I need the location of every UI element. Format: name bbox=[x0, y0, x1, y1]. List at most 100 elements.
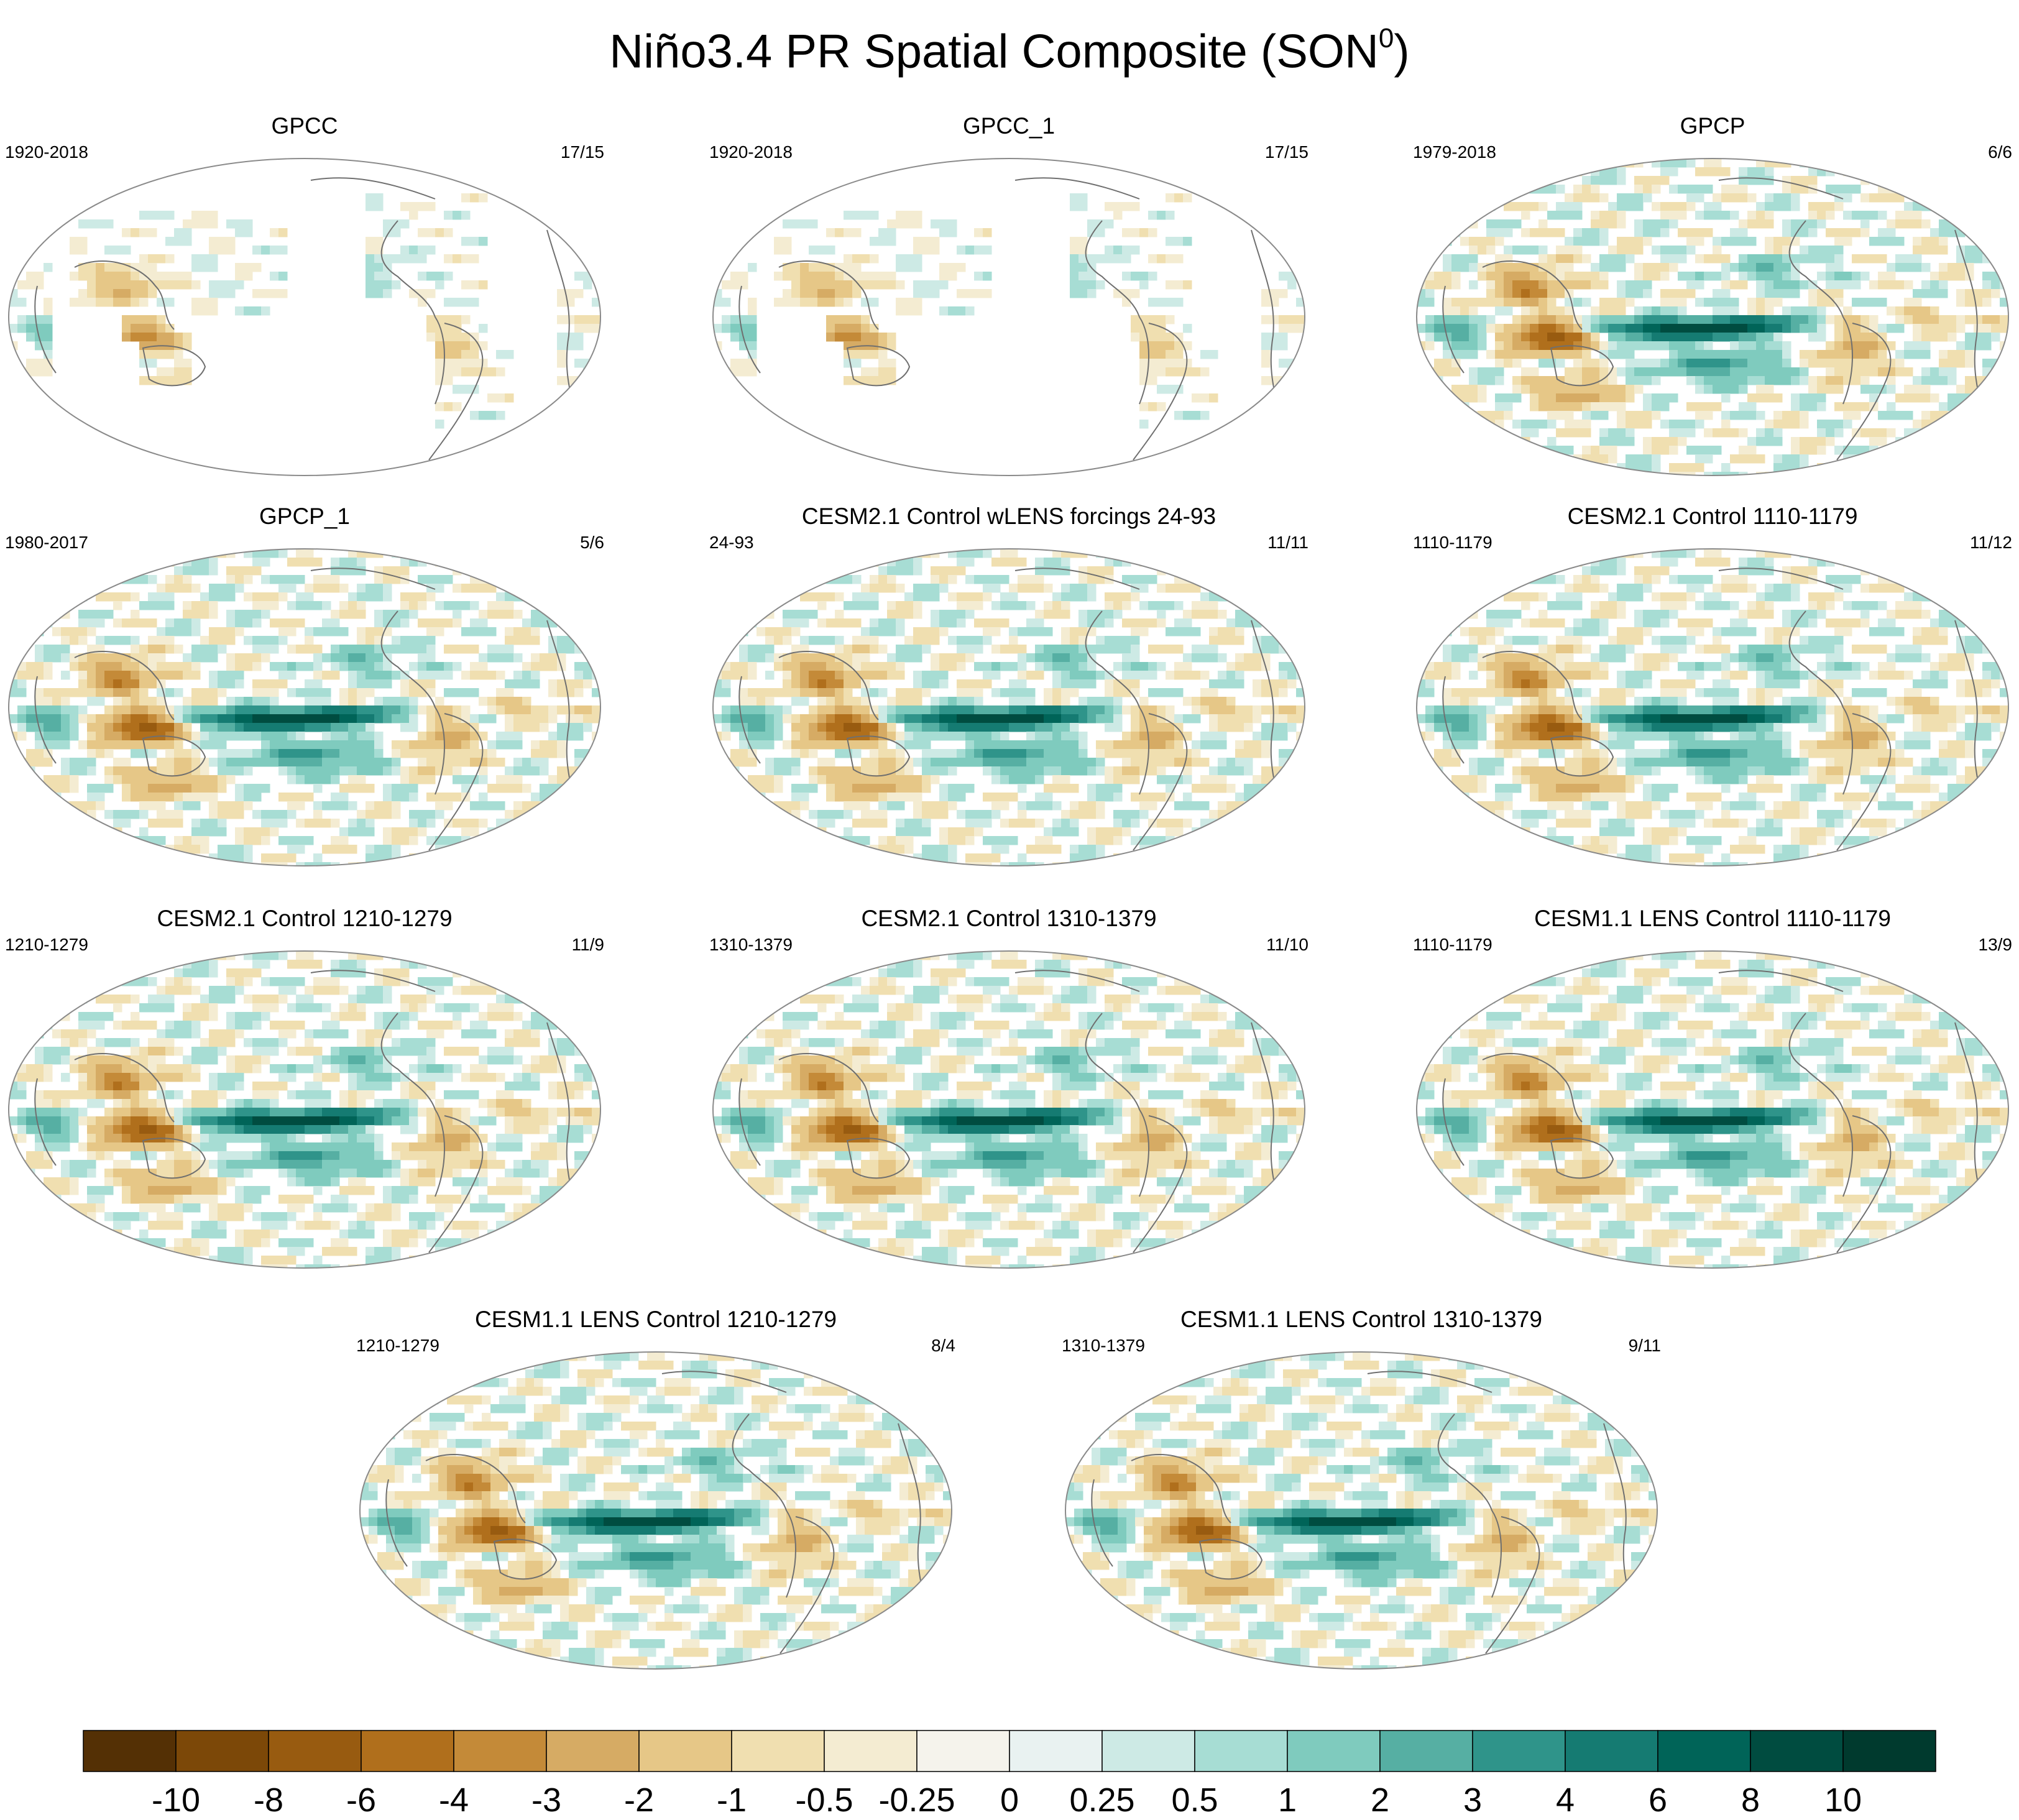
map-svg bbox=[359, 1351, 952, 1670]
map-svg bbox=[712, 158, 1305, 476]
colorbar: -10 -8 -6 -4 -3 -2 -1 -0.5 -0.25 0 0.25 0.5 1 2 3 4 6 8 10 bbox=[83, 1730, 1936, 1819]
panel-period: 1980-2017 bbox=[5, 533, 88, 552]
map-field bbox=[9, 549, 600, 866]
map-outline bbox=[712, 158, 1305, 476]
colorbar-swatch bbox=[1287, 1730, 1381, 1772]
colorbar-tick-label: -4 bbox=[439, 1781, 469, 1819]
map-field bbox=[1417, 159, 2008, 476]
colorbar-tick-label: -10 bbox=[152, 1781, 200, 1819]
colorbar-swatch bbox=[1101, 1730, 1195, 1772]
map-panel: GPCC 1920-2018 17/15 bbox=[0, 112, 609, 497]
panel-count: 17/15 bbox=[560, 142, 604, 162]
colorbar-swatch bbox=[1750, 1730, 1844, 1772]
colorbar-swatch bbox=[1842, 1730, 1936, 1772]
panel-period: 1110-1179 bbox=[1413, 533, 1492, 552]
panel-count: 6/6 bbox=[1988, 142, 2012, 162]
map-svg bbox=[1416, 158, 2009, 476]
map-svg bbox=[1416, 950, 2009, 1269]
panel-count: 5/6 bbox=[580, 533, 604, 552]
map-field bbox=[713, 549, 1305, 866]
map-outline bbox=[1416, 548, 2009, 866]
panel-period: 1210-1279 bbox=[356, 1336, 439, 1355]
colorbar-swatch bbox=[1194, 1730, 1288, 1772]
panel-count: 11/12 bbox=[1970, 533, 2012, 552]
map-outline bbox=[712, 950, 1305, 1269]
map-field bbox=[713, 951, 1305, 1268]
colorbar-swatch bbox=[453, 1730, 547, 1772]
coastlines bbox=[34, 970, 579, 1253]
map-panel: CESM1.1 LENS Control 1110-1179 1110-1179 1… bbox=[1408, 904, 2017, 1290]
panel-title: CESM2.1 Control 1110-1179 bbox=[1567, 503, 1858, 529]
colorbar-swatch bbox=[638, 1730, 732, 1772]
colorbar-tick-label: -1 bbox=[717, 1781, 747, 1819]
colorbar-tick-label: 0.5 bbox=[1171, 1781, 1218, 1819]
panel-title: CESM2.1 Control 1310-1379 bbox=[861, 906, 1157, 931]
colorbar-tick-label: 0 bbox=[1000, 1781, 1019, 1819]
colorbar-swatch bbox=[824, 1730, 918, 1772]
colorbar-swatch bbox=[268, 1730, 362, 1772]
panel-count: 9/11 bbox=[1628, 1336, 1661, 1355]
map-outline bbox=[1065, 1351, 1658, 1670]
panel-period: 1110-1179 bbox=[1413, 935, 1492, 954]
panel-count: 13/9 bbox=[1978, 935, 2013, 954]
colorbar-tick-label: -0.25 bbox=[878, 1781, 955, 1819]
panel-title: CESM1.1 LENS Control 1310-1379 bbox=[1180, 1307, 1543, 1332]
title-close: ) bbox=[1394, 25, 1410, 78]
colorbar-tick-label: 4 bbox=[1556, 1781, 1575, 1819]
map-outline bbox=[1416, 950, 2009, 1269]
panel-title: GPCC_1 bbox=[962, 113, 1055, 139]
panel-period: 24-93 bbox=[709, 533, 754, 552]
panel-title: CESM2.1 Control wLENS forcings 24-93 bbox=[801, 503, 1216, 529]
map-outline bbox=[8, 548, 601, 866]
map-outline bbox=[8, 950, 601, 1269]
colorbar-tick-label: 10 bbox=[1824, 1781, 1862, 1819]
panel-title: GPCP bbox=[1680, 113, 1745, 139]
map-panel: CESM2.1 Control 1110-1179 1110-1179 11/12 bbox=[1408, 502, 2017, 888]
map-field bbox=[9, 951, 600, 1268]
map-field bbox=[1065, 1352, 1657, 1669]
colorbar-swatch bbox=[1472, 1730, 1566, 1772]
panel-count: 11/9 bbox=[571, 935, 604, 954]
panel-title: CESM1.1 LENS Control 1210-1279 bbox=[474, 1307, 837, 1332]
map-panel: CESM2.1 Control 1310-1379 1310-1379 11/10 bbox=[704, 904, 1313, 1290]
map-field bbox=[1417, 951, 2008, 1268]
map-svg bbox=[1416, 548, 2009, 866]
coastlines bbox=[34, 568, 579, 851]
map-svg bbox=[712, 950, 1305, 1269]
colorbar-swatch bbox=[175, 1730, 269, 1772]
panel-period: 1210-1279 bbox=[5, 935, 88, 954]
map-outline bbox=[359, 1351, 952, 1670]
colorbar-tick-label: -6 bbox=[346, 1781, 376, 1819]
panel-count: 17/15 bbox=[1264, 142, 1308, 162]
map-field bbox=[1417, 549, 2008, 866]
figure-title: Niño3.4 PR Spatial Composite (SON0) bbox=[0, 11, 2019, 83]
map-panel: GPCP 1979-2018 6/6 bbox=[1408, 112, 2017, 497]
map-panel: CESM1.1 LENS Control 1310-1379 1310-1379 9… bbox=[1057, 1305, 1666, 1691]
colorbar-tick-label: 3 bbox=[1463, 1781, 1482, 1819]
map-panel: GPCP_1 1980-2017 5/6 bbox=[0, 502, 609, 888]
colorbar-tick-label: -0.5 bbox=[795, 1781, 853, 1819]
map-outline bbox=[8, 158, 601, 476]
colorbar-swatch bbox=[1009, 1730, 1103, 1772]
colorbar-swatch bbox=[1379, 1730, 1473, 1772]
colorbar-tick-label: 6 bbox=[1649, 1781, 1667, 1819]
panel-title: CESM1.1 LENS Control 1110-1179 bbox=[1534, 906, 1891, 931]
colorbar-swatch bbox=[1565, 1730, 1658, 1772]
coastlines bbox=[1442, 177, 1987, 461]
map-svg bbox=[1065, 1351, 1658, 1670]
panel-count: 11/11 bbox=[1267, 533, 1308, 552]
colorbar-swatch bbox=[546, 1730, 640, 1772]
colorbar-swatch bbox=[731, 1730, 825, 1772]
panel-count: 8/4 bbox=[931, 1336, 955, 1355]
panel-period: 1310-1379 bbox=[1062, 1336, 1145, 1355]
map-field bbox=[360, 1352, 952, 1669]
map-panels: GPCC 1920-2018 17/15 GPCC_1 1920-2018 17/15 GP… bbox=[0, 112, 2017, 1691]
map-panel: CESM2.1 Control 1210-1279 1210-1279 11/9 bbox=[0, 904, 609, 1290]
map-svg bbox=[8, 158, 601, 476]
map-panel: CESM2.1 Control wLENS forcings 24-93 24-9… bbox=[704, 502, 1313, 888]
map-field bbox=[9, 159, 600, 476]
map-svg bbox=[712, 548, 1305, 866]
colorbar-tick-label: -8 bbox=[254, 1781, 283, 1819]
colorbar-swatch bbox=[916, 1730, 1010, 1772]
map-outline bbox=[712, 548, 1305, 866]
